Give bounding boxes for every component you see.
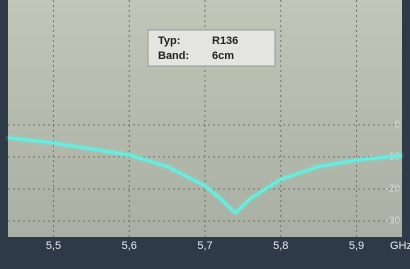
annotation-text: R136 — [212, 35, 238, 47]
x-tick-label: 5,8 — [273, 240, 288, 252]
x-tick-label: 5,7 — [197, 240, 212, 252]
info-box: Typ: R136 Band: 6cm — [148, 30, 275, 66]
annotation-label: Typ: — [158, 35, 180, 47]
y-tick-label: 0 — [394, 120, 400, 131]
x-tick-label: 5,5 — [46, 240, 61, 252]
chart: Typ: R136 Band: 6cm GHz 5,5 5,6 5,7 5,8 5,9 0… — [0, 0, 410, 269]
x-tick-label: 5,6 — [122, 240, 137, 252]
y-tick-label: -30 — [386, 216, 401, 227]
x-tick-label: 5,9 — [349, 240, 364, 252]
annotation-text: 6cm — [212, 50, 234, 62]
x-axis-label: GHz — [390, 240, 410, 252]
y-tick-label: -20 — [386, 184, 401, 195]
annotation-label: Band: — [158, 50, 189, 62]
